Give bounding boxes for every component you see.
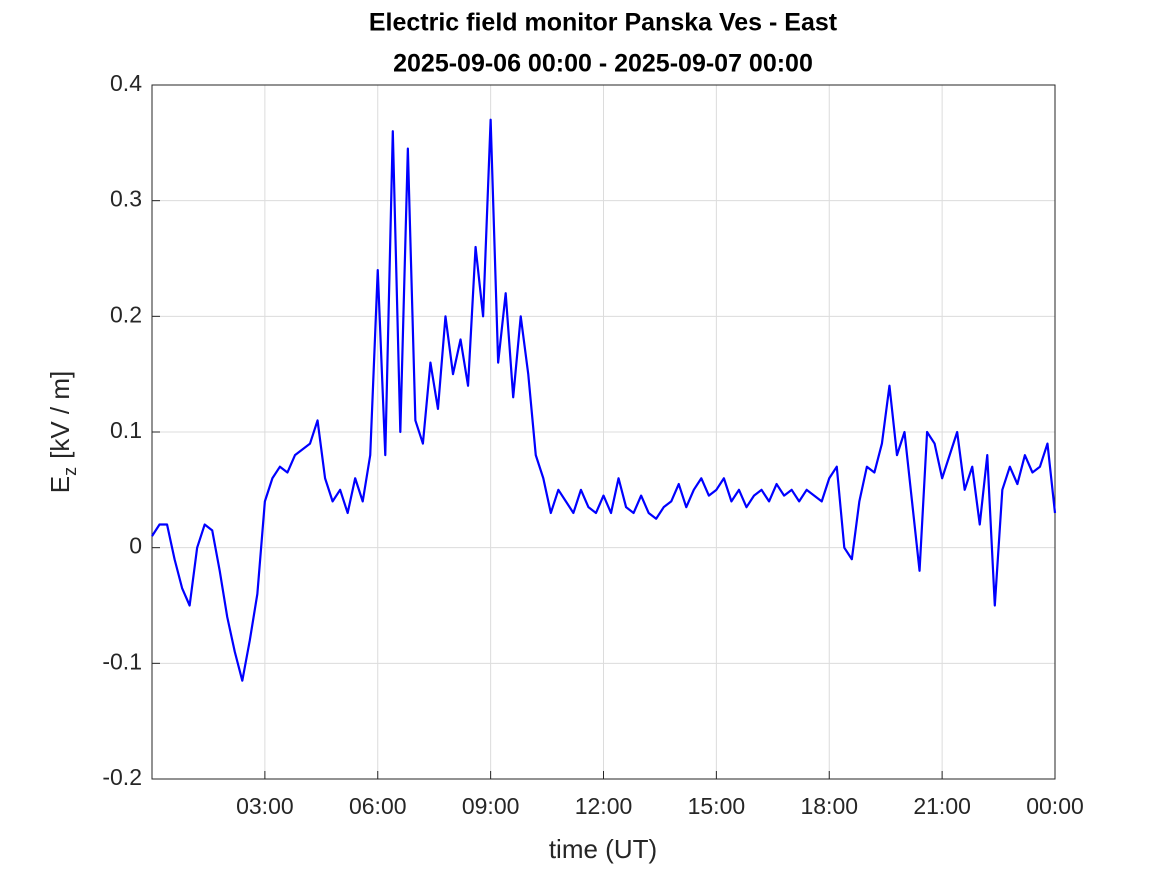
y-tick-label: 0.1 bbox=[110, 417, 142, 443]
x-tick-label: 15:00 bbox=[688, 793, 746, 819]
y-tick-label: -0.1 bbox=[102, 648, 142, 674]
x-tick-label: 21:00 bbox=[913, 793, 971, 819]
y-axis-label: Ez [kV / m] bbox=[45, 371, 80, 493]
x-tick-label: 09:00 bbox=[462, 793, 520, 819]
chart-title: Electric field monitor Panska Ves - East bbox=[369, 9, 838, 37]
y-tick-label: 0 bbox=[129, 533, 142, 559]
x-tick-label: 03:00 bbox=[236, 793, 294, 819]
chart-subtitle: 2025-09-06 00:00 - 2025-09-07 00:00 bbox=[393, 50, 813, 78]
y-axis-label-main: E bbox=[45, 476, 75, 493]
y-axis-label-unit: [kV / m] bbox=[45, 371, 75, 459]
y-axis-label-sub: z bbox=[60, 467, 80, 476]
x-tick-label: 00:00 bbox=[1026, 793, 1084, 819]
plot-frame bbox=[151, 84, 1056, 780]
x-axis-label: time (UT) bbox=[549, 834, 657, 864]
data-line bbox=[151, 118, 1057, 682]
x-tick-label: 18:00 bbox=[800, 793, 858, 819]
x-tick-label: 06:00 bbox=[349, 793, 407, 819]
y-tick-label: 0.4 bbox=[110, 70, 142, 96]
y-tick-label: -0.2 bbox=[102, 764, 142, 790]
y-tick-label: 0.2 bbox=[110, 301, 142, 327]
y-tick-label: 0.3 bbox=[110, 186, 142, 212]
x-tick-label: 12:00 bbox=[575, 793, 633, 819]
